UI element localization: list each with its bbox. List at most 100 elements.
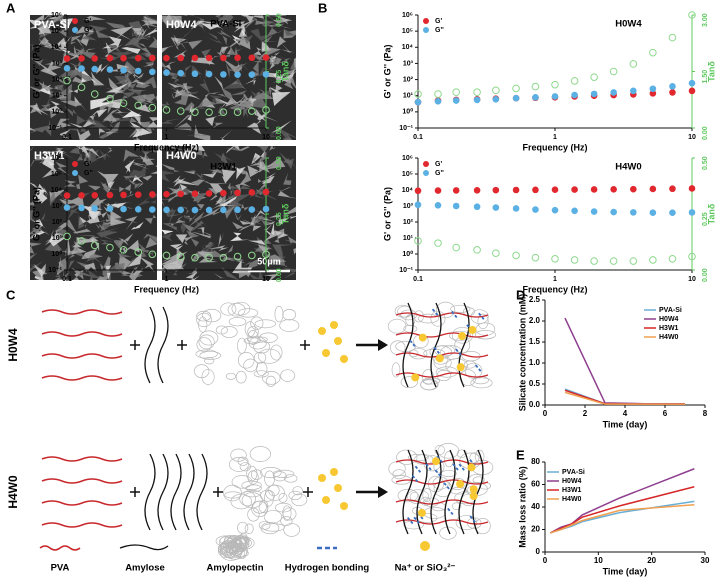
sem-texture <box>34 212 53 222</box>
sem-texture <box>189 107 207 111</box>
ion <box>322 349 330 357</box>
y-tick-label: 40 <box>531 502 540 511</box>
x-tick-label: 4 <box>623 409 628 418</box>
sem-texture <box>162 101 170 110</box>
amylopectin <box>291 493 308 507</box>
chart-title: PVA-Si <box>210 19 241 30</box>
sem-texture <box>143 98 157 108</box>
sem-texture <box>224 96 246 110</box>
sem-texture <box>208 168 225 175</box>
sem-texture <box>106 63 130 72</box>
data-point <box>163 54 170 62</box>
legend-label: PVA <box>51 563 70 574</box>
data-point <box>649 185 657 193</box>
y-axis-label: Mass loss ratio (%) <box>517 466 527 548</box>
data-point <box>551 186 559 194</box>
amylopectin <box>270 344 283 361</box>
amylopectin <box>196 337 212 352</box>
sem-texture <box>54 267 63 278</box>
data-point <box>106 191 114 199</box>
y-tick-label: 10⁻¹ <box>399 267 413 274</box>
amylopectin <box>472 476 485 484</box>
amylopectin <box>280 369 296 382</box>
sem-texture <box>179 148 195 159</box>
y-tick-label: 1.5 <box>529 337 541 346</box>
sem-texture <box>250 28 273 42</box>
sem-texture <box>61 34 73 46</box>
sem-texture <box>127 83 139 92</box>
sem-texture <box>55 161 70 176</box>
data-point <box>233 252 242 261</box>
sem-texture <box>139 76 157 89</box>
amylopectin <box>455 515 478 531</box>
amylose-chain <box>157 306 169 384</box>
data-point <box>234 54 241 62</box>
amylopectin <box>251 500 269 518</box>
y-tick-label: 10⁵ <box>51 171 62 178</box>
amylopectin <box>464 362 483 379</box>
data-point <box>590 208 598 215</box>
sem-texture <box>180 219 187 234</box>
amylopectin <box>272 471 287 482</box>
hbond <box>414 465 422 473</box>
sem-texture <box>167 184 183 196</box>
sem-texture <box>162 170 175 183</box>
sem-texture <box>172 262 189 276</box>
sem-texture <box>205 114 224 127</box>
hbond <box>425 463 432 471</box>
data-point <box>78 65 85 72</box>
amylose-chain <box>458 449 470 535</box>
y-tick-label: 10³ <box>403 203 414 210</box>
y-tick-label: 10¹ <box>52 93 63 100</box>
sem-texture <box>170 215 186 226</box>
amylose-chain <box>458 302 470 388</box>
data-point <box>688 11 696 19</box>
sem-texture <box>128 266 144 280</box>
data-point <box>119 246 128 254</box>
legend-label: G' <box>84 18 91 25</box>
data-point <box>220 54 227 62</box>
data-point <box>610 89 617 96</box>
amylopectin <box>250 316 264 330</box>
sem-texture <box>293 248 296 255</box>
y-tick-label: 10⁴ <box>51 44 63 51</box>
data-point <box>77 237 86 245</box>
ion <box>340 355 348 363</box>
sem-texture <box>45 60 62 73</box>
data-point <box>162 251 171 260</box>
amylopectin <box>435 366 458 378</box>
data-point <box>512 84 520 93</box>
sem-image <box>162 15 296 140</box>
sem-texture <box>84 262 97 272</box>
sem-texture <box>218 231 225 248</box>
amylopectin <box>253 351 267 364</box>
sem-texture <box>60 103 77 117</box>
y-axis-label: G' or G'' (Pa) <box>31 187 41 241</box>
sem-texture <box>30 199 44 206</box>
sem-texture <box>44 53 68 66</box>
sem-texture <box>87 197 107 209</box>
sem-texture <box>247 270 264 280</box>
sem-texture <box>266 15 278 23</box>
series-line <box>550 486 695 534</box>
y-tick-label: 10³ <box>52 203 63 210</box>
data-point <box>688 87 696 95</box>
data-point <box>669 185 676 193</box>
pva-chain <box>395 519 489 525</box>
amylopectin <box>235 538 247 553</box>
amylopectin <box>215 325 228 335</box>
sem-texture <box>221 169 236 184</box>
sem-texture <box>249 161 270 173</box>
data-point <box>649 85 657 93</box>
sem-texture <box>30 127 37 134</box>
hbond <box>431 308 439 316</box>
y-tick-label: 0.0 <box>529 400 541 409</box>
amylopectin <box>265 484 285 501</box>
sem-texture <box>166 279 168 280</box>
data-point <box>205 253 213 262</box>
sem-texture <box>81 205 103 216</box>
sem-texture <box>114 71 135 84</box>
data-point <box>205 206 213 214</box>
amylose-chain <box>402 302 414 388</box>
sem-texture <box>82 146 101 158</box>
